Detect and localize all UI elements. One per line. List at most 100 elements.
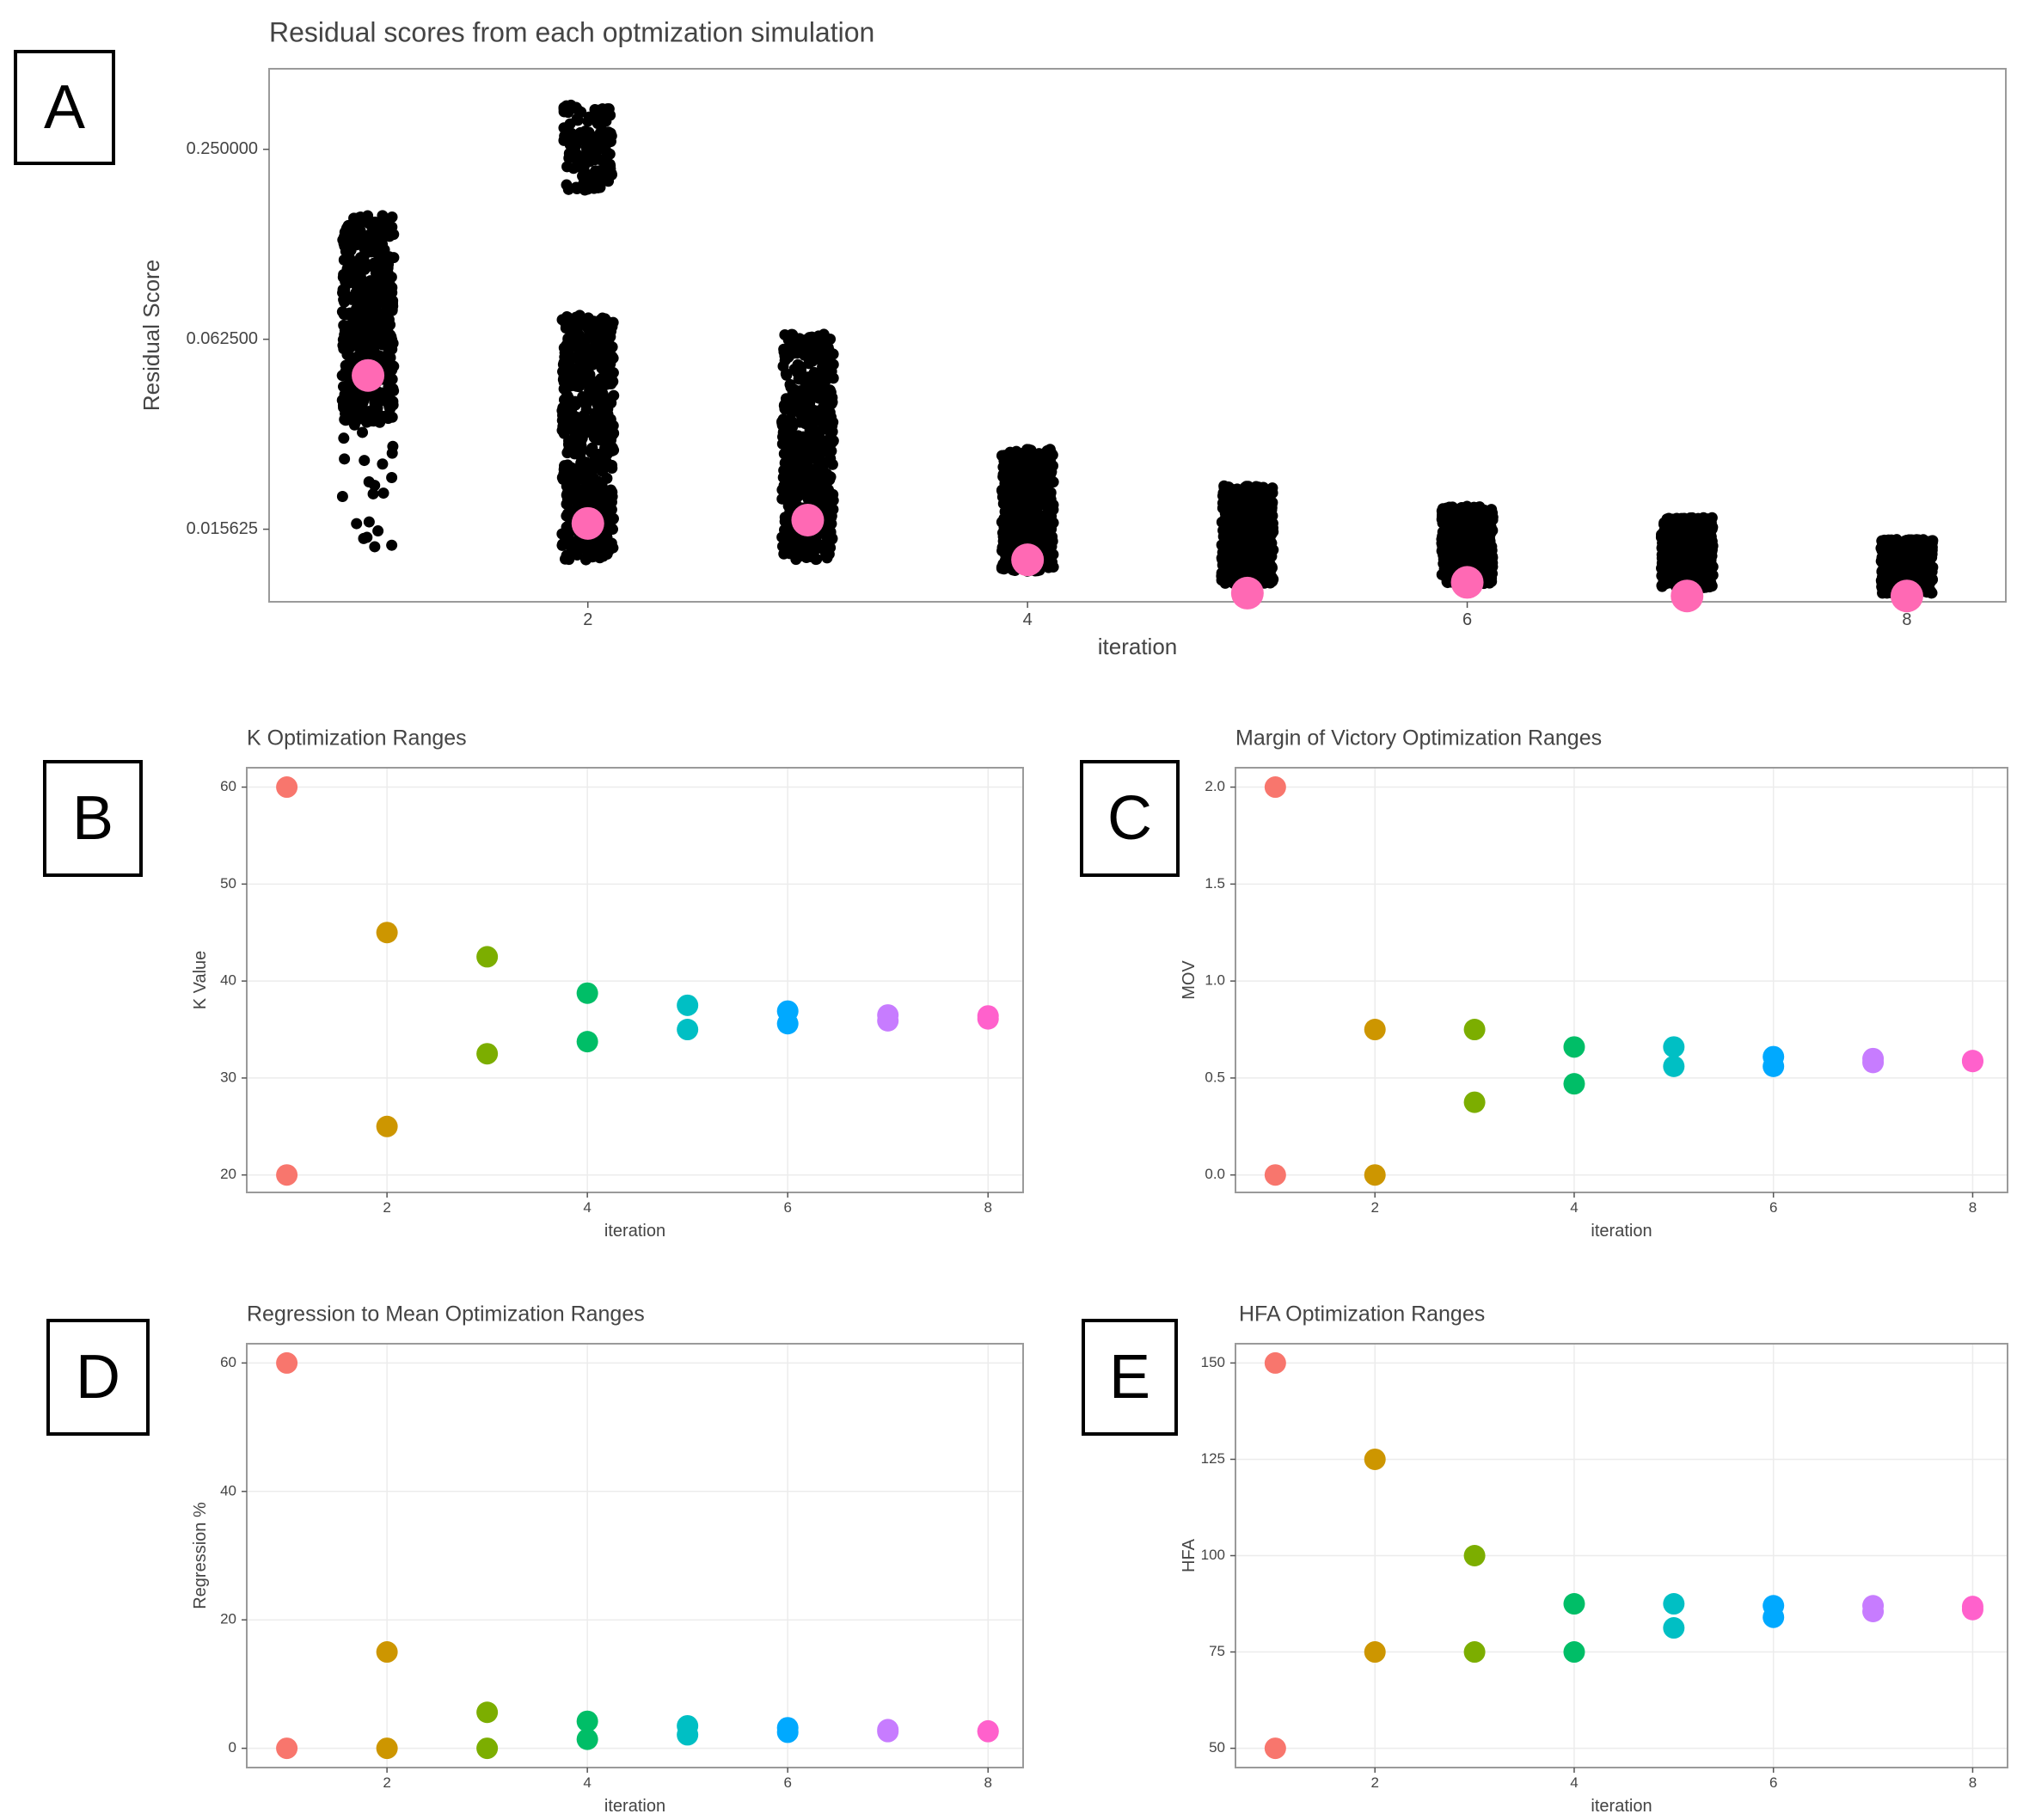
residual-point bbox=[1656, 548, 1668, 561]
y-tick-label: 20 bbox=[220, 1611, 236, 1627]
y-tick-label: 1.0 bbox=[1205, 972, 1225, 989]
range-low-point bbox=[476, 1043, 499, 1065]
residual-point bbox=[1033, 449, 1045, 461]
residual-point bbox=[598, 126, 610, 138]
residual-point bbox=[563, 343, 575, 355]
residual-point bbox=[784, 422, 796, 434]
residual-point bbox=[386, 539, 398, 551]
residual-point bbox=[1458, 502, 1470, 514]
x-tick-label: 2 bbox=[1370, 1199, 1378, 1216]
residual-point bbox=[602, 110, 614, 122]
residual-point bbox=[825, 358, 837, 371]
residual-point bbox=[997, 558, 1009, 570]
residual-point bbox=[1703, 555, 1715, 567]
range-high-point bbox=[776, 1717, 799, 1739]
residual-point bbox=[1045, 493, 1057, 506]
residual-point bbox=[336, 395, 348, 407]
residual-point bbox=[1016, 531, 1028, 543]
residual-point bbox=[1485, 552, 1497, 564]
x-tick-label: 8 bbox=[984, 1199, 991, 1216]
range-high-point bbox=[1663, 1036, 1685, 1058]
residual-point bbox=[369, 401, 381, 413]
residual-point bbox=[365, 331, 377, 343]
residual-point bbox=[604, 343, 616, 355]
residual-point bbox=[558, 471, 570, 483]
range-low-point bbox=[1563, 1641, 1585, 1664]
residual-point bbox=[365, 220, 377, 232]
x-tick-label: 4 bbox=[1570, 1774, 1578, 1791]
y-tick-label: 50 bbox=[220, 875, 236, 892]
range-low-point bbox=[1364, 1641, 1386, 1664]
range-high-point bbox=[376, 1641, 398, 1664]
residual-point bbox=[1692, 520, 1704, 532]
residual-point bbox=[1476, 543, 1488, 555]
residual-point bbox=[358, 395, 370, 407]
residual-point bbox=[561, 161, 573, 173]
panel-label-d: D bbox=[46, 1319, 150, 1436]
residual-point bbox=[782, 473, 794, 485]
residual-point bbox=[1030, 463, 1042, 475]
residual-point bbox=[355, 329, 367, 341]
residual-point bbox=[1264, 577, 1276, 589]
residual-point bbox=[1671, 565, 1683, 577]
residual-point bbox=[382, 324, 394, 336]
range-high-point bbox=[1862, 1047, 1885, 1069]
residual-point bbox=[1223, 500, 1235, 512]
residual-point bbox=[1906, 536, 1918, 548]
residual-point bbox=[607, 513, 619, 525]
residual-point bbox=[1219, 554, 1231, 566]
residual-point bbox=[573, 381, 585, 393]
residual-point bbox=[799, 440, 811, 452]
residual-point bbox=[606, 491, 618, 503]
chart-a: Residual scores from each optmization si… bbox=[138, 16, 2007, 659]
range-high-point bbox=[1563, 1593, 1585, 1615]
residual-point bbox=[580, 142, 592, 154]
residual-point bbox=[570, 101, 582, 113]
x-tick-label: 8 bbox=[1902, 610, 1911, 629]
range-high-point bbox=[1763, 1595, 1785, 1617]
best-residual-point bbox=[1671, 579, 1704, 613]
residual-point bbox=[353, 305, 365, 317]
x-tick-label: 4 bbox=[583, 1774, 591, 1791]
residual-point bbox=[379, 388, 391, 400]
residual-point bbox=[778, 346, 790, 358]
y-axis-label: HFA bbox=[1180, 1538, 1199, 1572]
residual-point bbox=[812, 538, 825, 550]
residual-point bbox=[826, 437, 838, 449]
residual-point bbox=[558, 106, 570, 118]
residual-point bbox=[377, 230, 389, 242]
range-high-point bbox=[977, 1719, 999, 1742]
residual-point bbox=[826, 458, 838, 470]
residual-point bbox=[369, 480, 381, 492]
residual-point bbox=[338, 230, 350, 242]
residual-point bbox=[585, 494, 597, 506]
residual-point bbox=[356, 232, 368, 244]
residual-point bbox=[349, 319, 361, 331]
residual-point bbox=[377, 487, 389, 499]
residual-point bbox=[1256, 484, 1268, 496]
residual-point bbox=[1456, 517, 1468, 529]
chart-title: HFA Optimization Ranges bbox=[1239, 1302, 1485, 1327]
x-tick-label: 4 bbox=[1023, 610, 1033, 629]
residual-point bbox=[566, 322, 578, 334]
range-high-point bbox=[1961, 1050, 1983, 1072]
range-high-point bbox=[1862, 1595, 1885, 1617]
residual-point bbox=[602, 431, 614, 443]
range-high-point bbox=[276, 776, 298, 799]
panel-label-a: A bbox=[14, 50, 115, 165]
residual-point bbox=[374, 416, 386, 428]
residual-point bbox=[1664, 556, 1677, 568]
residual-point bbox=[1682, 559, 1694, 571]
residual-point bbox=[602, 408, 614, 420]
residual-point bbox=[563, 152, 575, 164]
residual-point bbox=[1264, 517, 1276, 529]
residual-point bbox=[339, 453, 351, 465]
residual-point bbox=[361, 531, 373, 543]
y-tick-label: 0.015625 bbox=[187, 519, 258, 538]
range-high-point bbox=[1264, 776, 1286, 799]
residual-point bbox=[604, 319, 616, 331]
range-low-point bbox=[1264, 1164, 1286, 1186]
residual-point bbox=[592, 385, 604, 397]
residual-point bbox=[803, 466, 815, 478]
residual-point bbox=[596, 417, 608, 429]
